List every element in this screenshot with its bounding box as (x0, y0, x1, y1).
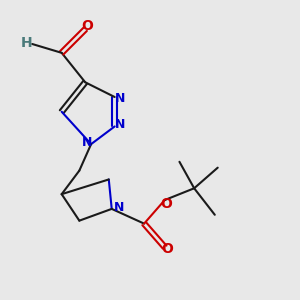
Text: N: N (115, 92, 125, 105)
Text: H: H (20, 35, 32, 50)
Text: O: O (162, 242, 174, 256)
Text: O: O (81, 19, 93, 33)
Text: N: N (114, 201, 124, 214)
Text: O: O (160, 197, 172, 212)
Text: N: N (82, 136, 92, 149)
Text: N: N (115, 118, 125, 131)
